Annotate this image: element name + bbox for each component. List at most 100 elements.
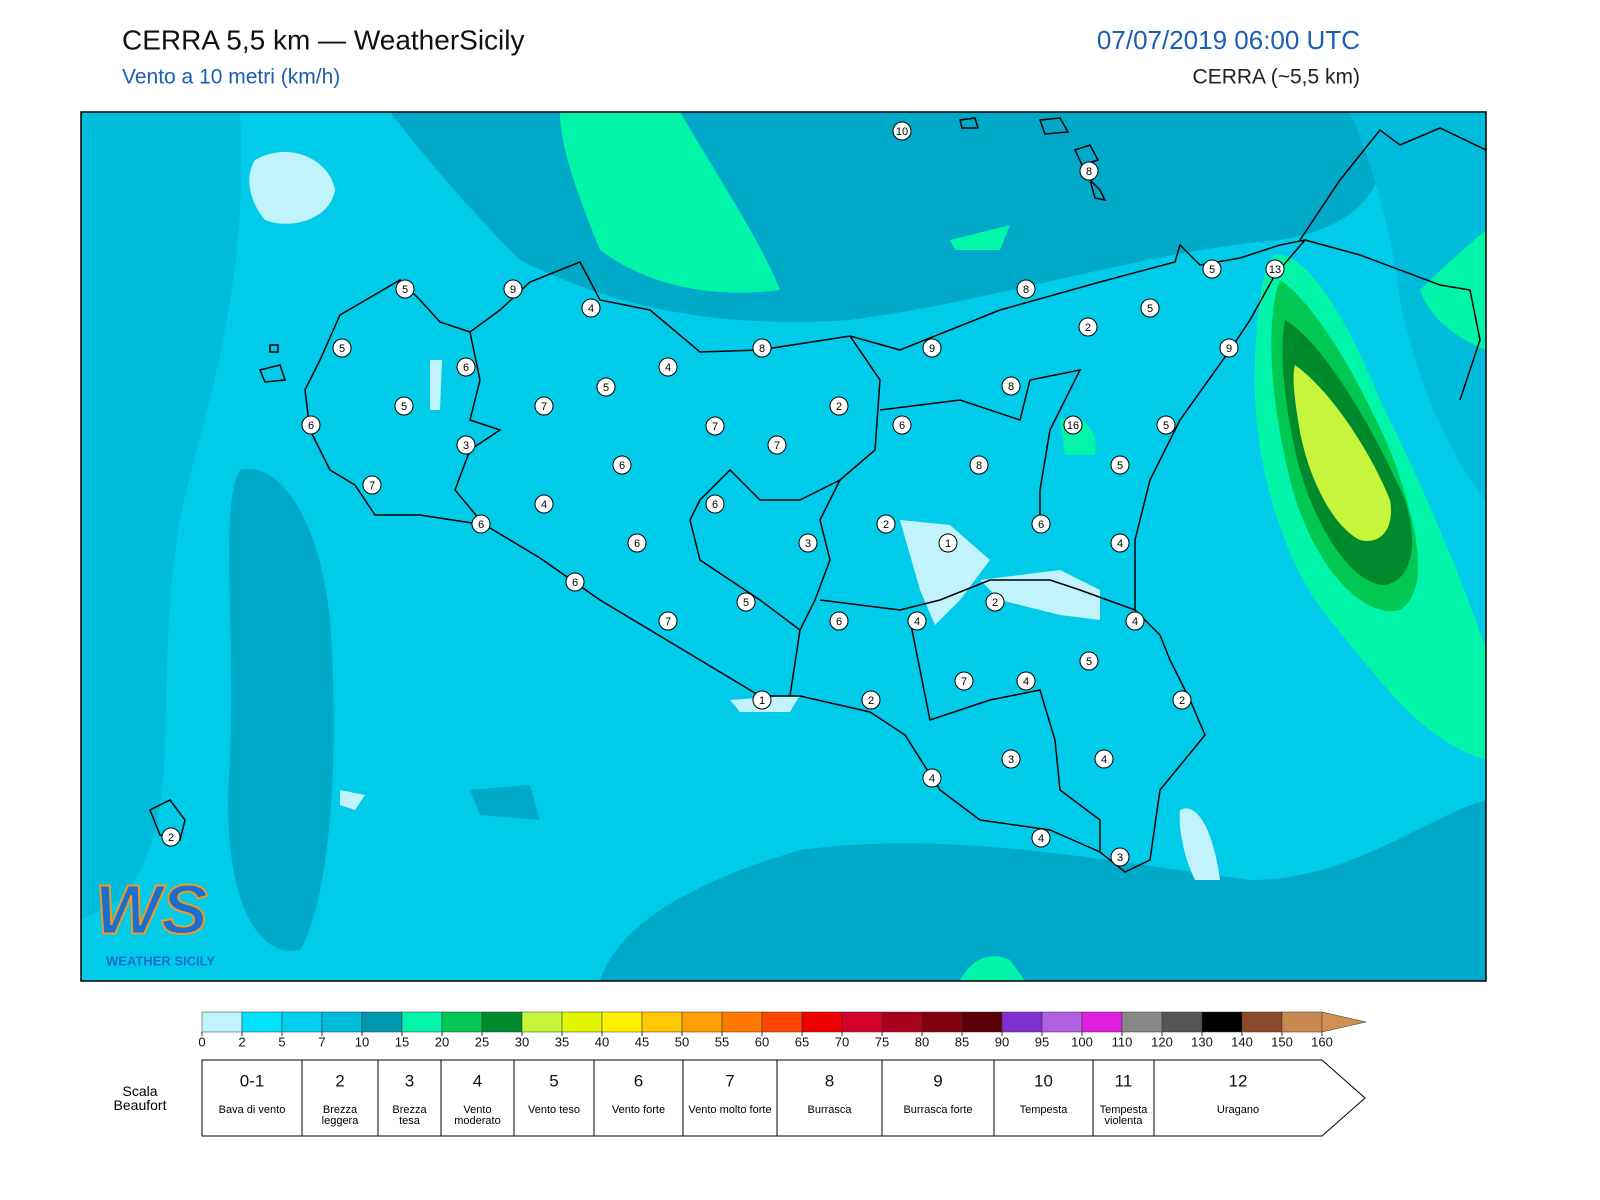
station-marker [627, 533, 647, 553]
station-marker [938, 533, 958, 553]
beaufort-name: Uragano [1216, 1104, 1260, 1116]
beaufort-force: 11 [1115, 1071, 1133, 1090]
station-value: 5 [1086, 656, 1092, 668]
station-value: 4 [929, 773, 935, 785]
station-value: 2 [1085, 322, 1091, 334]
station-marker [394, 396, 414, 416]
station-value: 7 [665, 616, 671, 628]
station-marker [1001, 376, 1021, 396]
station-marker [471, 514, 491, 534]
station-value: 5 [743, 597, 749, 609]
station-value: 5 [401, 401, 407, 413]
colorbar-tick-label: 90 [995, 1034, 1009, 1049]
colorbar-tick-label: 75 [875, 1034, 889, 1049]
station-value: 3 [805, 538, 811, 550]
station-marker [985, 592, 1005, 612]
station-marker [1110, 533, 1130, 553]
colorbar-tick-label: 30 [515, 1034, 529, 1049]
station-value: 6 [308, 420, 314, 432]
beaufort-force: 2 [335, 1071, 344, 1090]
station-value: 5 [1147, 303, 1153, 315]
station-marker [1016, 279, 1036, 299]
datetime: 07/07/2019 06:00 UTC [1097, 25, 1360, 55]
station-marker [1016, 671, 1036, 691]
station-value: 2 [168, 832, 174, 844]
station-marker [395, 279, 415, 299]
station-value: 4 [665, 362, 671, 374]
colorbar-tick-label: 130 [1191, 1034, 1213, 1049]
beaufort-name: Burrasca forte [903, 1104, 973, 1116]
station-marker [362, 475, 382, 495]
colorbar-bin [561, 1011, 603, 1033]
station-marker [892, 415, 912, 435]
colorbar-tick-label: 95 [1035, 1034, 1049, 1049]
station-marker [503, 279, 523, 299]
colorbar-bin [241, 1011, 283, 1033]
station-value: 2 [868, 695, 874, 707]
colorbar-bin [1201, 1011, 1243, 1033]
station-marker [1219, 338, 1239, 358]
colorbar-tick-label: 85 [955, 1034, 969, 1049]
beaufort-force: 5 [549, 1071, 558, 1090]
station-marker [612, 455, 632, 475]
station-value: 9 [1226, 343, 1232, 355]
colorbar-tick-label: 20 [435, 1034, 449, 1049]
station-marker [829, 611, 849, 631]
station-value: 7 [369, 480, 375, 492]
station-marker [565, 572, 585, 592]
station-marker [658, 357, 678, 377]
station-value: 2 [883, 519, 889, 531]
beaufort-name: Vento teso [528, 1104, 580, 1116]
colorbar-tick-label: 100 [1071, 1034, 1093, 1049]
station-value: 6 [463, 362, 469, 374]
coastlines [149, 117, 1486, 873]
beaufort-name: Bava di vento [218, 1104, 286, 1116]
colorbar-bin [721, 1011, 763, 1033]
station-marker [1110, 847, 1130, 867]
colorbar-tick-label: 35 [555, 1034, 569, 1049]
station-value: 5 [1117, 460, 1123, 472]
beaufort-name: Brezza leggera [321, 1104, 359, 1127]
station-marker [1094, 749, 1114, 769]
map-frame [80, 111, 1487, 982]
colorbar-bin [1161, 1011, 1203, 1033]
station-value: 2 [1179, 695, 1185, 707]
station-value: 6 [1038, 519, 1044, 531]
colorbar-bin [481, 1011, 523, 1033]
station-marker [954, 671, 974, 691]
station-value: 7 [541, 401, 547, 413]
colorbar-bin [401, 1011, 443, 1033]
station-marker [301, 415, 321, 435]
colorbar-tick-label: 140 [1231, 1034, 1253, 1049]
colorbar-bin [1281, 1011, 1323, 1033]
station-value: 7 [961, 676, 967, 688]
station-value: 4 [1132, 616, 1138, 628]
station-value: 4 [588, 303, 594, 315]
station-value: 4 [914, 616, 920, 628]
beaufort-name: Vento moderato [454, 1104, 501, 1127]
colorbar-bin [1001, 1011, 1043, 1033]
station-marker [922, 338, 942, 358]
station-marker [161, 827, 181, 847]
station-value: 5 [603, 382, 609, 394]
station-value: 7 [712, 421, 718, 433]
colorbar-tick-label: 10 [355, 1034, 369, 1049]
station-value: 9 [929, 343, 935, 355]
beaufort-force: 12 [1229, 1071, 1248, 1090]
title: CERRA 5,5 km — WeatherSicily [122, 24, 525, 55]
station-value: 3 [1117, 852, 1123, 864]
beaufort-name: Tempesta [1019, 1104, 1068, 1116]
colorbar-tick-label: 80 [915, 1034, 929, 1049]
station-marker [752, 690, 772, 710]
colorbar-extension [1321, 1011, 1367, 1033]
beaufort-name: Burrasca [807, 1104, 852, 1116]
beaufort-force: 7 [725, 1071, 734, 1090]
beaufort-label: Scala Beaufort [113, 1083, 167, 1113]
logo: WS WEATHER SICILY [94, 869, 215, 968]
station-marker [1110, 455, 1130, 475]
station-marker [1078, 317, 1098, 337]
station-value: 6 [712, 499, 718, 511]
colorbar-bin [961, 1011, 1003, 1033]
